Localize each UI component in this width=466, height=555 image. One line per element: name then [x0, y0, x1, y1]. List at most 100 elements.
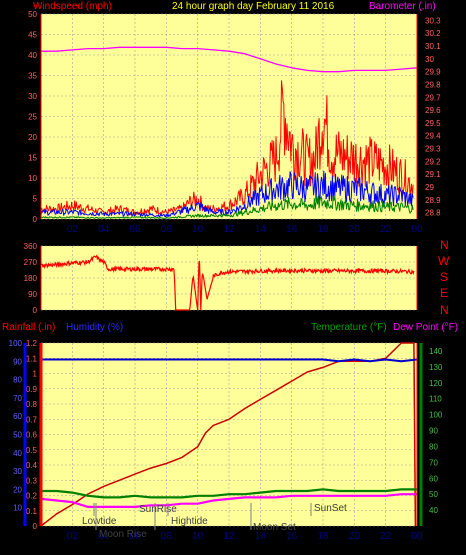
x-tick-label: 02 — [67, 224, 79, 235]
y-tick-label-rainfall: 1 — [33, 370, 38, 379]
y-tick-label-direction: 0 — [33, 306, 38, 315]
y-tick-label-barometer: 29.4 — [425, 132, 441, 141]
y-tick-label-windspeed: 30 — [28, 92, 37, 101]
y-tick-label-temperature: 80 — [429, 442, 438, 451]
x-tick-label: 04 — [98, 531, 110, 542]
y-tick-label-rainfall: 0.6 — [26, 431, 38, 440]
humidity-axis-title: Humidity (%) — [66, 322, 123, 333]
y-tick-label-temperature: 90 — [429, 427, 438, 436]
y-tick-label-direction: 360 — [24, 242, 38, 251]
y-tick-label-humidity: 60 — [13, 412, 22, 421]
y-tick-label-windspeed: 45 — [28, 31, 37, 40]
y-tick-label-humidity: 50 — [13, 431, 22, 440]
x-tick-label: 20 — [349, 224, 361, 235]
hightide-label: Hightide — [171, 516, 208, 527]
compass-n-top: N — [440, 238, 449, 252]
y-tick-label-rainfall: 1.1 — [26, 354, 38, 363]
y-tick-label-rainfall: 0.3 — [26, 476, 38, 485]
temperature-axis-title: Temperature (°F) — [311, 322, 387, 333]
y-tick-label-windspeed: 10 — [28, 174, 37, 183]
compass-w: W — [438, 254, 450, 268]
y-tick-label-humidity: 80 — [13, 376, 22, 385]
x-tick-label: 10 — [192, 531, 204, 542]
y-tick-label-windspeed: 0 — [33, 215, 38, 224]
y-tick-label-windspeed: 40 — [28, 51, 37, 60]
y-tick-label-rainfall: 0.5 — [26, 446, 38, 455]
x-tick-label: 14 — [255, 531, 267, 542]
y-tick-label-barometer: 30.3 — [425, 16, 441, 25]
y-tick-label-barometer: 29.1 — [425, 170, 441, 179]
compass-s: S — [440, 270, 448, 284]
x-tick-label: 08 — [161, 531, 173, 542]
series-wind-direction — [40, 254, 415, 311]
compass-e: E — [440, 286, 448, 300]
data-series — [40, 46, 418, 527]
series-wind-low — [40, 195, 414, 219]
y-tick-label-windspeed: 25 — [28, 113, 37, 122]
moonset-label: Moon Set — [253, 522, 296, 533]
dewpoint-axis-title: Dew Point (°F) — [393, 322, 458, 333]
y-tick-label-windspeed: 20 — [28, 133, 37, 142]
y-tick-label-rainfall: 0.4 — [26, 461, 38, 470]
y-tick-label-rainfall: 0.8 — [26, 400, 38, 409]
y-tick-label-rainfall: 0.1 — [26, 507, 38, 516]
sunrise-label: SunRise — [139, 504, 177, 515]
y-tick-label-temperature: 40 — [429, 506, 438, 515]
x-tick-label: 12 — [223, 224, 235, 235]
y-tick-label-temperature: 70 — [429, 458, 438, 467]
y-tick-label-barometer: 29.9 — [425, 68, 441, 77]
series-wind-average — [40, 170, 414, 218]
y-tick-label-barometer: 30.2 — [425, 29, 441, 38]
y-tick-label-barometer: 30.1 — [425, 42, 441, 51]
y-tick-label-humidity: 70 — [13, 394, 22, 403]
y-tick-label-barometer: 28.9 — [425, 196, 441, 205]
x-tick-label: 06 — [129, 224, 141, 235]
x-tick-label: 22 — [380, 224, 392, 235]
y-tick-label-temperature: 110 — [429, 395, 442, 404]
chart-title: 24 hour graph day February 11 2016 — [172, 1, 335, 12]
y-tick-label-windspeed: 15 — [28, 154, 37, 163]
y-tick-label-temperature: 130 — [429, 363, 443, 372]
x-tick-label: 00 — [411, 224, 423, 235]
y-tick-label-temperature: 120 — [429, 379, 443, 388]
y-tick-label-barometer: 29.7 — [425, 93, 441, 102]
windspeed-axis-title: Windspeed (mph) — [33, 1, 112, 12]
y-tick-label-humidity: 100 — [9, 339, 23, 348]
x-tick-label: 02 — [67, 531, 79, 542]
sunset-label: SunSet — [314, 503, 347, 514]
y-tick-label-barometer: 29.2 — [425, 157, 441, 166]
x-tick-label: 16 — [286, 224, 298, 235]
y-tick-label-temperature: 140 — [429, 347, 443, 356]
y-tick-label-barometer: 29.3 — [425, 145, 441, 154]
y-tick-label-rainfall: 0.9 — [26, 385, 38, 394]
x-tick-label: 12 — [223, 531, 235, 542]
y-tick-label-barometer: 29.6 — [425, 106, 441, 115]
axis-lines — [23, 14, 423, 526]
series-humidity — [41, 358, 418, 363]
y-tick-label-windspeed: 35 — [28, 72, 37, 81]
y-tick-label-barometer: 29.8 — [425, 80, 441, 89]
series-wind-gust — [40, 80, 414, 216]
series-dewpoint — [40, 493, 417, 508]
barometer-axis-title: Barometer (.in) — [369, 1, 436, 12]
x-tick-label: 04 — [98, 224, 110, 235]
y-tick-label-rainfall: 1.2 — [26, 339, 38, 348]
y-tick-label-barometer: 29.5 — [425, 119, 441, 128]
y-tick-label-barometer: 30 — [425, 55, 434, 64]
y-tick-label-direction: 180 — [24, 274, 38, 283]
lowtide-label: Lowtide — [82, 516, 117, 527]
y-tick-label-humidity: 90 — [13, 357, 22, 366]
y-tick-label-barometer: 28.8 — [425, 209, 441, 218]
series-temperature — [41, 488, 417, 499]
x-tick-label: 14 — [255, 224, 267, 235]
moonrise-label: Moon Rise — [99, 529, 147, 540]
rainfall-axis-title: Rainfall (.in) — [2, 322, 55, 333]
compass-labels: N W S E N — [438, 238, 450, 317]
x-tick-label: 20 — [349, 531, 361, 542]
y-tick-label-temperature: 50 — [429, 490, 438, 499]
y-tick-label-direction: 90 — [28, 290, 37, 299]
y-tick-label-humidity: 40 — [13, 449, 22, 458]
